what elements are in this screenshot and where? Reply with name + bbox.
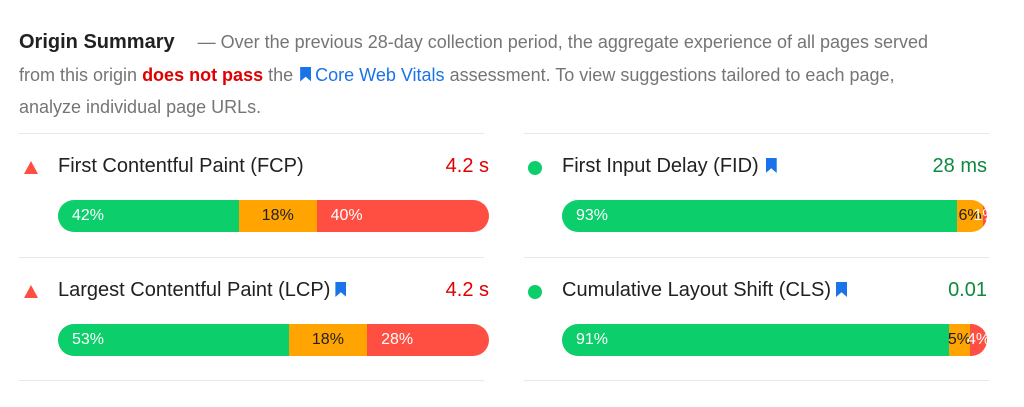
green-circle-icon [528, 285, 542, 299]
summary-title: Origin Summary [19, 31, 175, 53]
bookmark-icon [300, 66, 312, 82]
distribution-bar: 53% 18% 28% [58, 324, 489, 356]
metric-value: 4.2 s [445, 155, 489, 177]
poor-segment: 28% [367, 324, 489, 356]
needs-improvement-segment: 18% [239, 200, 317, 232]
metric-name: First Contentful Paint (FCP) [58, 155, 304, 177]
metric-value: 4.2 s [445, 279, 489, 301]
red-triangle-icon [24, 161, 38, 174]
distribution-bar: 93% 6% 1% [562, 200, 987, 232]
divider-left-top [19, 133, 484, 134]
metric-value: 0.01 [948, 279, 987, 301]
divider-right-bottom [524, 380, 989, 381]
core-web-vitals-label: Core Web Vitals [315, 64, 445, 85]
good-segment: 91% [562, 324, 949, 356]
metric-name: Cumulative Layout Shift (CLS) [562, 279, 851, 302]
core-web-vitals-link[interactable]: Core Web Vitals [298, 64, 445, 85]
poor-segment: 1% [973, 200, 987, 232]
origin-summary: Origin Summary — Over the previous 28-da… [19, 26, 939, 124]
green-circle-icon [528, 161, 542, 175]
needs-improvement-segment: 6% [957, 200, 983, 232]
red-triangle-icon [24, 285, 38, 298]
summary-text-1: — Over the previous 28-day collection pe… [19, 32, 929, 85]
divider-left-bottom [19, 380, 484, 381]
summary-text-3: assessment. To view suggestions tailored… [19, 64, 895, 118]
metric-fid: First Input Delay (FID) 28 ms 93% 6% 1% [528, 155, 987, 232]
needs-improvement-segment: 5% [948, 324, 971, 356]
distribution-bar: 91% 5% 4% [562, 324, 987, 356]
divider-left-mid [19, 257, 484, 258]
metric-fcp: First Contentful Paint (FCP) 4.2 s 42% 1… [24, 155, 489, 232]
divider-right-top [524, 133, 989, 134]
bookmark-icon[interactable] [765, 158, 777, 173]
metric-name: First Input Delay (FID) [562, 155, 781, 178]
metric-value: 28 ms [932, 155, 987, 177]
divider-right-mid [524, 257, 989, 258]
good-segment: 53% [58, 324, 289, 356]
poor-segment: 40% [316, 200, 489, 232]
fail-status-text: does not pass [142, 64, 264, 85]
metric-name: Largest Contentful Paint (LCP) [58, 279, 350, 302]
good-segment: 93% [562, 200, 958, 232]
metric-cls: Cumulative Layout Shift (CLS) 0.01 91% 5… [528, 279, 987, 356]
summary-text-2: the [268, 64, 294, 85]
metric-lcp: Largest Contentful Paint (LCP) 4.2 s 53%… [24, 279, 489, 356]
bookmark-icon[interactable] [335, 282, 347, 297]
distribution-bar: 42% 18% 40% [58, 200, 489, 232]
bookmark-icon[interactable] [836, 282, 848, 297]
good-segment: 42% [58, 200, 240, 232]
poor-segment: 4% [967, 324, 987, 356]
needs-improvement-segment: 18% [288, 324, 368, 356]
